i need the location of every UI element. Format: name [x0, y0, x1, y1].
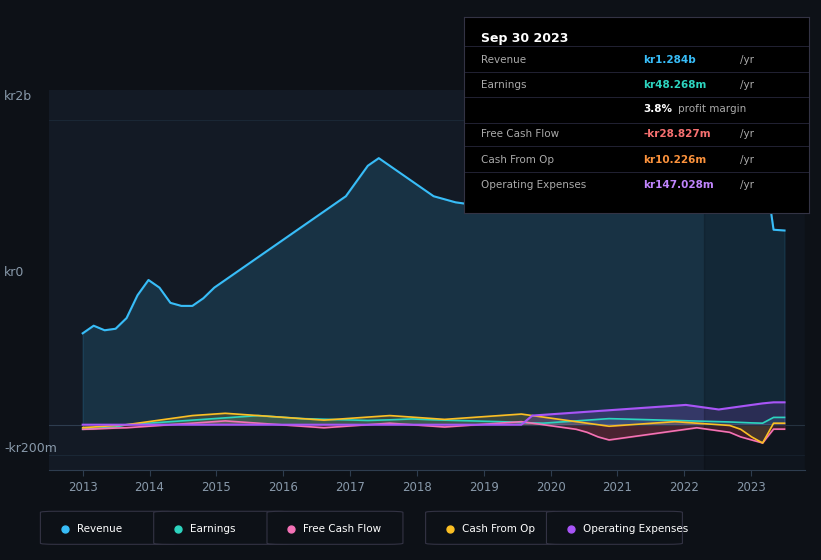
Text: /yr: /yr: [740, 180, 754, 190]
FancyBboxPatch shape: [267, 511, 403, 544]
Text: Revenue: Revenue: [481, 55, 526, 65]
Text: Earnings: Earnings: [481, 81, 526, 90]
Text: kr10.226m: kr10.226m: [643, 155, 706, 165]
Text: -kr200m: -kr200m: [4, 442, 57, 455]
FancyBboxPatch shape: [547, 511, 682, 544]
Text: /yr: /yr: [740, 81, 754, 90]
Text: Sep 30 2023: Sep 30 2023: [481, 32, 568, 45]
FancyBboxPatch shape: [154, 511, 290, 544]
Text: Operating Expenses: Operating Expenses: [481, 180, 586, 190]
Text: /yr: /yr: [740, 55, 754, 65]
Text: Free Cash Flow: Free Cash Flow: [303, 524, 382, 534]
Text: kr1.284b: kr1.284b: [643, 55, 696, 65]
Text: 3.8%: 3.8%: [643, 104, 672, 114]
Text: Free Cash Flow: Free Cash Flow: [481, 129, 559, 139]
Text: kr0: kr0: [4, 266, 25, 279]
Text: profit margin: profit margin: [677, 104, 746, 114]
Text: /yr: /yr: [740, 155, 754, 165]
Text: Revenue: Revenue: [76, 524, 122, 534]
Text: Cash From Op: Cash From Op: [481, 155, 554, 165]
Text: -kr28.827m: -kr28.827m: [643, 129, 711, 139]
FancyBboxPatch shape: [40, 511, 177, 544]
Text: Earnings: Earnings: [190, 524, 236, 534]
Bar: [704, 90, 805, 470]
Text: kr147.028m: kr147.028m: [643, 180, 714, 190]
Text: kr2b: kr2b: [4, 90, 32, 102]
Text: Cash From Op: Cash From Op: [462, 524, 534, 534]
Text: Operating Expenses: Operating Expenses: [583, 524, 688, 534]
FancyBboxPatch shape: [425, 511, 562, 544]
Text: kr48.268m: kr48.268m: [643, 81, 707, 90]
Text: /yr: /yr: [740, 129, 754, 139]
